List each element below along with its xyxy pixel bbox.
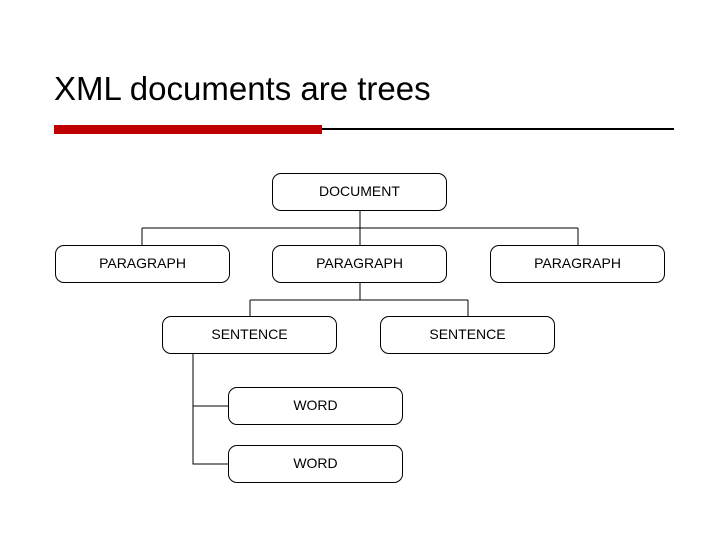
title-underline-thick [54,125,322,134]
node-sentence-1: SENTENCE [162,316,337,354]
slide: XML documents are trees DOCUMENT PARAGRA… [0,0,720,540]
node-label: PARAGRAPH [316,255,403,271]
node-label: WORD [293,397,337,413]
node-label: DOCUMENT [319,183,400,199]
node-paragraph-2: PARAGRAPH [272,245,447,283]
title-underline-thin [322,128,674,130]
node-word-1: WORD [228,387,403,425]
node-word-2: WORD [228,445,403,483]
node-label: PARAGRAPH [534,255,621,271]
node-label: SENTENCE [211,326,287,342]
node-label: WORD [293,455,337,471]
slide-title: XML documents are trees [54,70,431,108]
node-label: SENTENCE [429,326,505,342]
node-sentence-2: SENTENCE [380,316,555,354]
node-paragraph-3: PARAGRAPH [490,245,665,283]
node-label: PARAGRAPH [99,255,186,271]
node-paragraph-1: PARAGRAPH [55,245,230,283]
node-document: DOCUMENT [272,173,447,211]
